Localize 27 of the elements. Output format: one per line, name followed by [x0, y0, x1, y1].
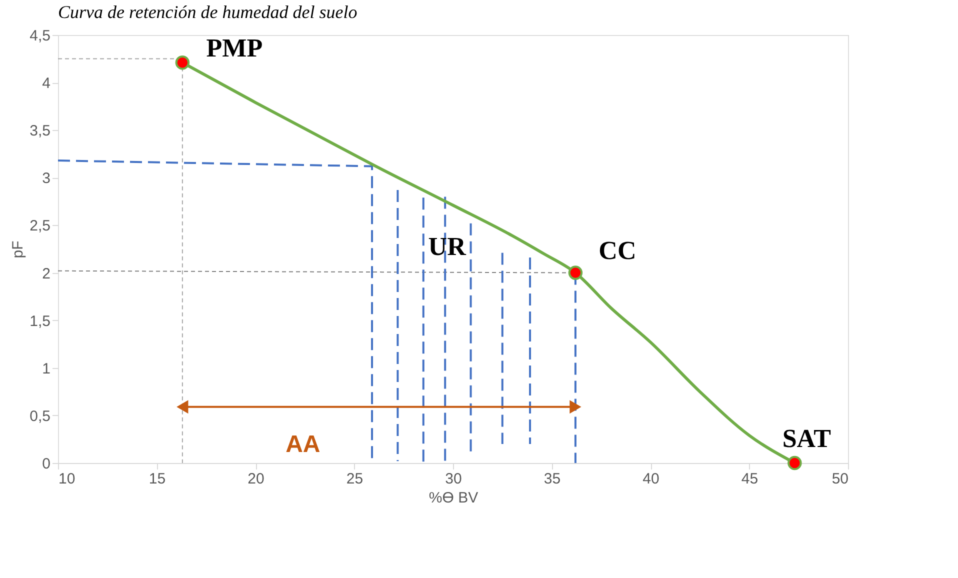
x-axis-title: %ϴ BV	[428, 490, 478, 506]
x-tick-label: 10	[58, 470, 76, 488]
y-tick-label: 0,5	[30, 408, 50, 425]
annotation: PMP	[206, 34, 263, 63]
annotation: CC	[598, 236, 636, 265]
y-tick-label: 1	[42, 360, 50, 378]
x-tick-label: 30	[445, 470, 462, 488]
y-tick-label: 4	[42, 75, 50, 92]
annotation: AA	[286, 430, 320, 458]
y-tick-label: 1,5	[30, 312, 50, 330]
x-tick-label: 25	[346, 470, 364, 488]
y-tick-label: 0	[42, 456, 50, 472]
annotation: SAT	[782, 424, 832, 453]
x-tick-label: 40	[642, 470, 660, 488]
x-tick-label: 15	[148, 470, 166, 488]
y-axis-title: pF	[10, 240, 27, 258]
chart-title: Curva de retención de humedad del suelo	[58, 2, 358, 22]
y-tick-label: 2,5	[30, 218, 50, 235]
x-tick-label: 35	[544, 470, 561, 488]
x-tick-label: 45	[741, 470, 758, 488]
y-tick-label: 3	[42, 170, 50, 188]
x-tick-label: 50	[832, 470, 848, 488]
x-tick-label: 20	[248, 470, 264, 488]
y-tick-label: 2	[42, 265, 50, 282]
annotation: UR	[428, 232, 466, 262]
y-tick-label: 4,5	[30, 28, 50, 44]
y-tick-label: 3,5	[30, 122, 50, 140]
